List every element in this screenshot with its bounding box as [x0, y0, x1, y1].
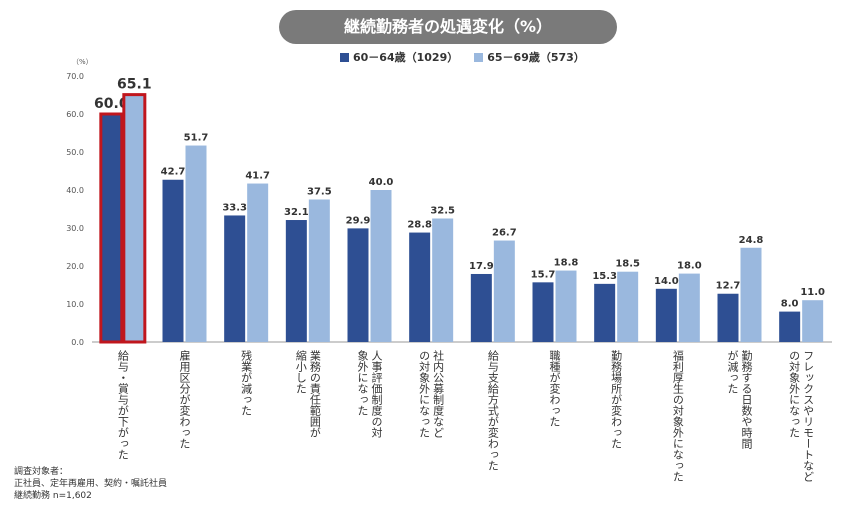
data-label-60-64: 15.7 [531, 269, 556, 280]
category-label: 職種が変わった [548, 350, 561, 427]
bar-60-64 [532, 282, 554, 342]
bar-65-69 [247, 183, 269, 342]
legend-item-65-69: 65－69歳（573） [474, 49, 585, 65]
bar-60-64 [594, 283, 616, 342]
category-label: 残業が減った [240, 349, 253, 416]
data-label-65-69: 24.8 [739, 235, 764, 246]
category-label: が減った [726, 350, 739, 394]
category-label: の対象外になった [788, 350, 801, 438]
bar-60-64 [470, 273, 492, 342]
survey-note-line2: 正社員、定年再雇用、契約・嘱託社員 [14, 479, 168, 489]
bar-60-64 [717, 293, 739, 342]
data-label-65-69: 41.7 [245, 171, 270, 182]
category-label: 福利厚生の対象外になった [671, 349, 684, 482]
data-label-60-64: 42.7 [161, 167, 186, 178]
bar-65-69 [370, 190, 392, 342]
bar-60-64 [655, 288, 677, 342]
legend-swatch-60-64 [340, 52, 349, 62]
category-label: 縮小した [294, 349, 307, 394]
data-label-65-69: 26.7 [492, 228, 517, 239]
category-label: 雇用区分が変わった [178, 349, 191, 449]
bar-60-64 [162, 179, 184, 342]
y-tick-label: 70.0 [66, 72, 84, 81]
bar-65-69 [740, 247, 762, 342]
bar-65-69 [185, 145, 207, 342]
data-label-60-64: 8.0 [781, 299, 799, 310]
y-tick-label: 20.0 [66, 262, 84, 271]
y-tick-label: 30.0 [66, 224, 84, 233]
bar-65-69 [432, 218, 454, 342]
y-tick-label: 60.0 [66, 110, 84, 119]
legend-label-65-69: 65－69歳（573） [487, 51, 585, 64]
bar-65-69 [555, 270, 577, 342]
bar-60-64 [409, 232, 431, 342]
y-tick-label: 0.0 [71, 338, 84, 347]
y-axis-unit: （%） [72, 58, 93, 66]
chart-title: 継続勤務者の処遇変化（%） [279, 10, 617, 44]
category-label: 勤務場所が変わった [610, 350, 623, 449]
data-label-65-69: 32.5 [430, 206, 455, 217]
survey-note: 調査対象者： 正社員、定年再雇用、契約・嘱託社員 継続勤務 n=1,602 [14, 466, 204, 502]
data-label-65-69: 18.5 [615, 259, 640, 270]
data-label-60-64: 28.8 [407, 220, 432, 231]
bar-65-69 [617, 271, 639, 342]
y-tick-label: 50.0 [66, 148, 84, 157]
chart-legend: 60－64歳（1029） 65－69歳（573） [340, 49, 601, 65]
data-label-65-69: 18.8 [554, 258, 579, 269]
category-label: 社内公募制度など [432, 349, 445, 438]
category-label: 象外になった [356, 350, 369, 416]
data-label-65-69: 18.0 [677, 261, 702, 272]
category-label: フレックスやリモートなど [802, 350, 815, 482]
data-label-60-64: 29.9 [346, 215, 371, 226]
data-label-65-69: 11.0 [800, 287, 825, 298]
bar-60-64 [99, 112, 124, 344]
legend-label-60-64: 60－64歳（1029） [353, 51, 459, 64]
data-label-65-69: 40.0 [369, 177, 394, 188]
category-label: の対象外になった [418, 350, 431, 438]
bar-65-69 [493, 240, 515, 342]
y-tick-label: 10.0 [66, 300, 84, 309]
category-label: 給与支給方式が変わった [486, 349, 499, 471]
legend-swatch-65-69 [474, 52, 484, 62]
data-label-60-64: 33.3 [222, 202, 247, 213]
bar-60-64 [347, 228, 369, 342]
data-label-65-69: 37.5 [307, 187, 332, 198]
category-label: 勤務する日数や時間 [740, 350, 753, 450]
category-label: 給与・賞与が下がった [116, 349, 129, 460]
bar-65-69 [678, 273, 700, 342]
y-tick-label: 40.0 [66, 186, 84, 195]
data-label-65-69: 51.7 [184, 133, 209, 144]
data-label-60-64: 32.1 [284, 207, 309, 218]
bar-60-64 [779, 311, 801, 342]
data-label-60-64: 12.7 [716, 281, 741, 292]
bar-60-64 [285, 220, 307, 342]
bar-65-69 [122, 93, 147, 344]
data-label-60-64: 17.9 [469, 261, 494, 272]
bar-65-69 [802, 300, 824, 342]
legend-item-60-64: 60－64歳（1029） [340, 49, 458, 65]
survey-note-line3: 継続勤務 n=1,602 [14, 491, 92, 501]
category-label: 人事評価制度の対 [370, 350, 383, 438]
data-label-65-69: 65.1 [117, 77, 152, 93]
data-label-60-64: 14.0 [654, 276, 679, 287]
data-label-60-64: 15.3 [592, 271, 617, 282]
bar-65-69 [308, 199, 330, 342]
survey-note-line1: 調査対象者： [14, 467, 69, 477]
bar-60-64 [224, 215, 246, 342]
category-label: 業務の責任範囲が [308, 350, 321, 438]
data-label-60-64: 60.0 [94, 96, 129, 112]
